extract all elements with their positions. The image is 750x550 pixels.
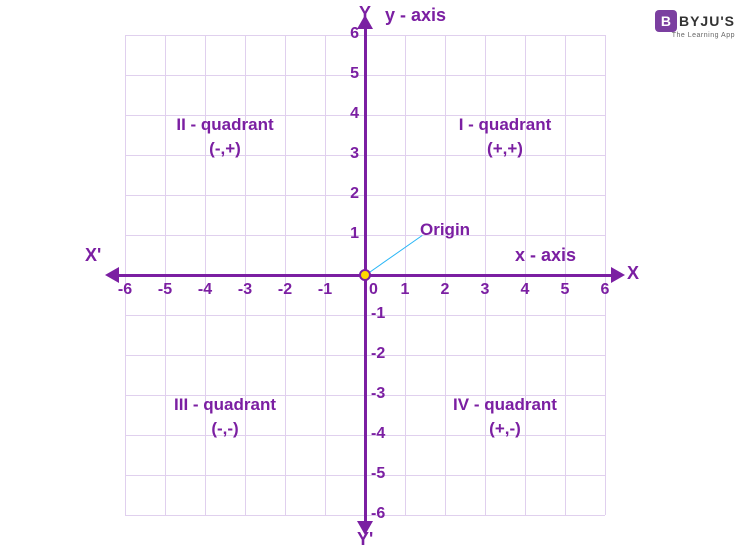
origin-point — [359, 269, 371, 281]
x-tick-label: -1 — [315, 281, 335, 299]
x-tick-label: -2 — [275, 281, 295, 299]
x-tick-label: 1 — [395, 281, 415, 299]
origin-label: Origin — [420, 220, 470, 240]
x-tick-label: -5 — [155, 281, 175, 299]
y-tick-label: -1 — [371, 305, 385, 323]
x-positive-label: X — [627, 263, 639, 284]
x-tick-label: 6 — [595, 281, 615, 299]
y-tick-label: 5 — [337, 65, 359, 83]
y-tick-label: 3 — [337, 145, 359, 163]
logo-badge: B — [655, 10, 677, 32]
y-tick-label: -3 — [371, 385, 385, 403]
logo-text: BYJU'S — [679, 13, 735, 29]
y-tick-label: 2 — [337, 185, 359, 203]
quadrant-label-4: IV - quadrant(+,-) — [440, 393, 570, 441]
y-tick-label: -5 — [371, 465, 385, 483]
x-tick-label: -6 — [115, 281, 135, 299]
origin-leader-line — [365, 235, 423, 276]
y-axis-title: y - axis — [385, 5, 446, 26]
y-tick-label: -6 — [371, 505, 385, 523]
quadrant-label-2: II - quadrant(-,+) — [160, 113, 290, 161]
y-tick-label: 6 — [337, 25, 359, 43]
x-tick-label: 2 — [435, 281, 455, 299]
x-tick-label: 4 — [515, 281, 535, 299]
x-tick-label: -4 — [195, 281, 215, 299]
y-tick-label: 4 — [337, 105, 359, 123]
x-negative-label: X' — [85, 245, 101, 266]
y-tick-label: -2 — [371, 345, 385, 363]
coordinate-plane: -6-5-4-3-2-10123456-6-5-4-3-2-1123456XX'… — [125, 35, 605, 515]
x-tick-label: 3 — [475, 281, 495, 299]
x-axis-title: x - axis — [515, 245, 576, 266]
y-tick-label: 1 — [337, 225, 359, 243]
x-tick-label: 0 — [369, 281, 378, 299]
y-positive-label: Y — [359, 3, 371, 24]
quadrant-label-3: III - quadrant(-,-) — [160, 393, 290, 441]
quadrant-label-1: I - quadrant(+,+) — [440, 113, 570, 161]
x-tick-label: 5 — [555, 281, 575, 299]
logo-subtitle: The Learning App — [672, 32, 735, 39]
y-tick-label: -4 — [371, 425, 385, 443]
x-tick-label: -3 — [235, 281, 255, 299]
brand-logo: B BYJU'S — [655, 10, 735, 32]
